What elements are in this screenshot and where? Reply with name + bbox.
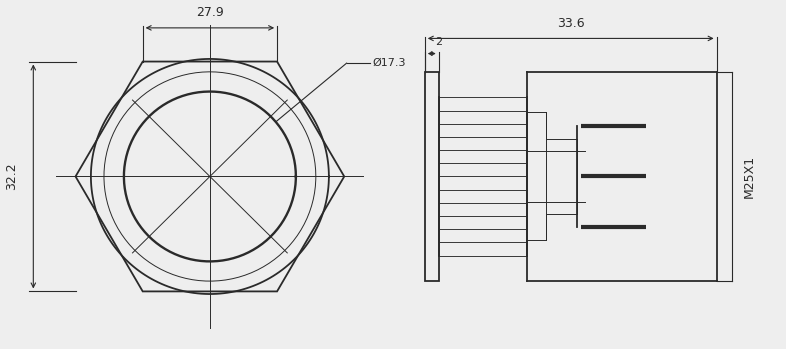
Text: 32.2: 32.2 (5, 163, 18, 190)
Text: Ø17.3: Ø17.3 (372, 58, 406, 68)
Text: 27.9: 27.9 (196, 6, 224, 20)
Text: 2: 2 (435, 37, 443, 47)
Text: 33.6: 33.6 (557, 17, 585, 30)
Text: M25X1: M25X1 (743, 155, 755, 198)
